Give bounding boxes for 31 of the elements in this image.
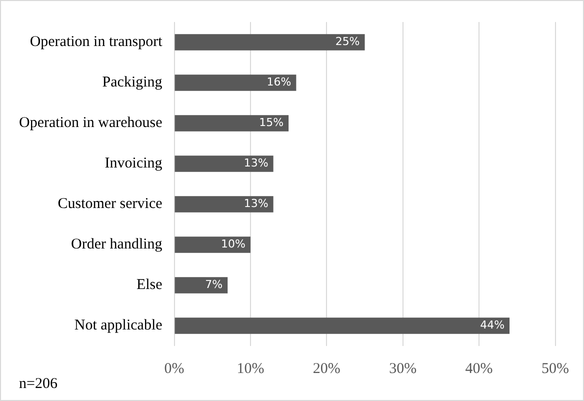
y-tick-label: Else bbox=[136, 277, 163, 294]
data-label: 44% bbox=[480, 318, 505, 332]
data-label: 10% bbox=[221, 238, 246, 251]
x-tick-label: 10% bbox=[236, 360, 264, 377]
data-label: 7% bbox=[205, 278, 223, 292]
bar bbox=[174, 74, 296, 91]
data-label: 15% bbox=[259, 116, 284, 130]
text: n=206 bbox=[19, 376, 58, 392]
x-tick-label: 50% bbox=[542, 360, 569, 377]
bar bbox=[174, 115, 289, 132]
data-label: 13% bbox=[244, 197, 268, 210]
x-tick-label: 30% bbox=[389, 360, 417, 377]
bar bbox=[174, 277, 228, 294]
y-tick-label: Customer service bbox=[58, 196, 163, 212]
data-label: 16% bbox=[266, 76, 292, 89]
bar bbox=[174, 196, 274, 212]
x-tick-label: 40% bbox=[465, 360, 493, 377]
data-label: 13% bbox=[244, 156, 268, 170]
bar bbox=[174, 156, 274, 172]
bar bbox=[174, 34, 365, 50]
y-tick-label: Operation in transport bbox=[30, 34, 164, 50]
x-tick-label: 0% bbox=[164, 360, 184, 377]
y-tick-label: Operation in warehouse bbox=[18, 115, 163, 132]
bar bbox=[174, 236, 250, 253]
y-tick-label: Invoicing bbox=[104, 156, 163, 172]
y-tick-label: Order handling bbox=[71, 236, 163, 253]
y-tick-label: Packiging bbox=[102, 74, 163, 91]
x-tick-label: 20% bbox=[312, 360, 340, 377]
y-tick-label: Not applicable bbox=[74, 318, 163, 334]
bar bbox=[174, 318, 510, 334]
data-label: 25% bbox=[335, 35, 360, 48]
